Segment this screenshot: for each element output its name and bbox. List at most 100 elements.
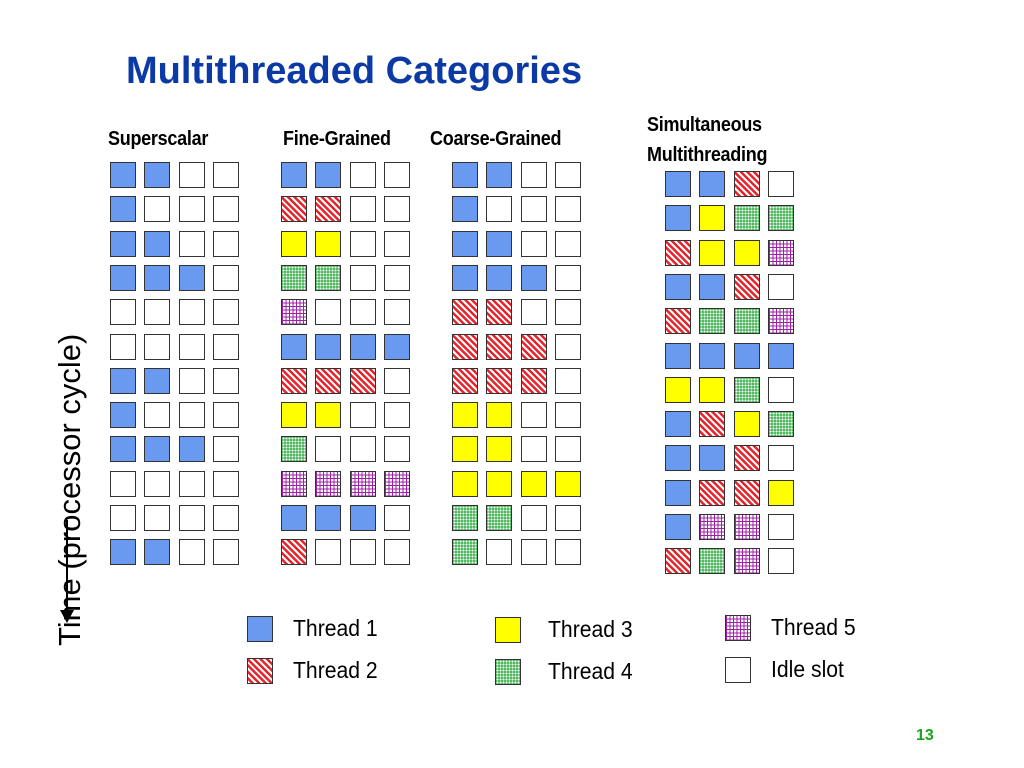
idle-slot <box>554 402 581 429</box>
thread-1-slot <box>486 230 513 257</box>
idle-slot <box>767 548 794 575</box>
thread-1-slot <box>144 367 171 394</box>
idle-slot <box>212 470 239 497</box>
thread-1-slot <box>486 264 513 291</box>
idle-slot <box>520 196 547 223</box>
thread-2-slot <box>733 445 760 472</box>
thread-4-slot <box>699 548 726 575</box>
thread-1-slot <box>110 196 136 223</box>
thread-2-slot <box>665 239 691 266</box>
thread-1-slot <box>699 171 726 197</box>
thread-1-slot <box>665 171 691 197</box>
idle-slot <box>383 196 410 223</box>
label-superscalar: Superscalar <box>108 128 209 150</box>
idle-slot <box>212 367 239 394</box>
idle-slot <box>144 470 171 497</box>
idle-slot <box>178 505 205 531</box>
idle-slot <box>178 230 205 257</box>
idle-slot <box>554 299 581 326</box>
idle-slot <box>212 264 239 291</box>
thread-1-slot <box>144 436 171 463</box>
thread-4-slot <box>315 264 342 291</box>
idle-slot <box>110 505 136 531</box>
idle-slot <box>520 436 547 463</box>
thread-4-slot <box>452 539 478 566</box>
thread-3-slot <box>520 470 547 497</box>
thread-5-slot <box>733 514 760 540</box>
thread-2-slot <box>452 367 478 394</box>
idle-slot <box>554 162 581 188</box>
thread-4-slot <box>767 205 794 232</box>
thread-1-slot <box>110 367 136 394</box>
thread-3-slot <box>699 376 726 403</box>
idle-slot <box>178 402 205 429</box>
legend-label-thread-5: Thread 5 <box>771 614 856 640</box>
idle-slot <box>520 162 547 188</box>
thread-4-slot <box>486 505 513 531</box>
thread-5-slot <box>281 299 307 326</box>
thread-1-slot <box>699 342 726 369</box>
idle-slot <box>178 299 205 326</box>
slide-title: Multithreaded Categories <box>126 50 583 92</box>
idle-slot <box>349 230 376 257</box>
legend-swatch-thread-1 <box>247 616 273 642</box>
thread-5-slot <box>767 239 794 266</box>
idle-slot <box>212 196 239 223</box>
thread-2-slot <box>315 367 342 394</box>
idle-slot <box>212 299 239 326</box>
idle-slot <box>349 264 376 291</box>
thread-1-slot <box>452 264 478 291</box>
idle-slot <box>212 333 239 360</box>
idle-slot <box>767 514 794 540</box>
idle-slot <box>383 162 410 188</box>
idle-slot <box>520 230 547 257</box>
thread-3-slot <box>665 376 691 403</box>
idle-slot <box>110 333 136 360</box>
legend-label-thread-1: Thread 1 <box>293 615 378 641</box>
thread-3-slot <box>281 230 307 257</box>
time-axis-line <box>66 520 68 620</box>
thread-2-slot <box>281 196 307 223</box>
thread-1-slot <box>733 342 760 369</box>
thread-4-slot <box>699 308 726 335</box>
thread-1-slot <box>315 333 342 360</box>
idle-slot <box>315 299 342 326</box>
idle-slot <box>767 273 794 300</box>
idle-slot <box>178 470 205 497</box>
thread-2-slot <box>699 479 726 506</box>
thread-3-slot <box>733 239 760 266</box>
thread-2-slot <box>665 548 691 575</box>
label-smt-line-2: Multithreading <box>647 144 768 166</box>
label-fine-grained: Fine-Grained <box>283 128 391 150</box>
thread-1-slot <box>665 514 691 540</box>
thread-2-slot <box>349 367 376 394</box>
time-axis: Time (processor cycle) <box>8 130 118 646</box>
idle-slot <box>520 505 547 531</box>
idle-slot <box>554 230 581 257</box>
time-axis-label: Time (processor cycle) <box>52 333 87 646</box>
thread-5-slot <box>315 470 342 497</box>
thread-1-slot <box>452 162 478 188</box>
thread-1-slot <box>144 162 171 188</box>
thread-1-slot <box>665 411 691 438</box>
idle-slot <box>349 402 376 429</box>
legend-label-thread-2: Thread 2 <box>293 657 378 683</box>
thread-1-slot <box>665 205 691 232</box>
thread-4-slot <box>281 264 307 291</box>
idle-slot <box>554 505 581 531</box>
thread-1-slot <box>665 445 691 472</box>
thread-2-slot <box>699 411 726 438</box>
idle-slot <box>178 333 205 360</box>
thread-3-slot <box>699 239 726 266</box>
thread-2-slot <box>733 479 760 506</box>
thread-3-slot <box>486 470 513 497</box>
legend-swatch-thread-3 <box>495 617 521 643</box>
thread-2-slot <box>520 367 547 394</box>
thread-2-slot <box>486 367 513 394</box>
idle-slot <box>110 470 136 497</box>
thread-3-slot <box>554 470 581 497</box>
idle-slot <box>349 196 376 223</box>
thread-1-slot <box>315 162 342 188</box>
idle-slot <box>144 333 171 360</box>
idle-slot <box>383 299 410 326</box>
